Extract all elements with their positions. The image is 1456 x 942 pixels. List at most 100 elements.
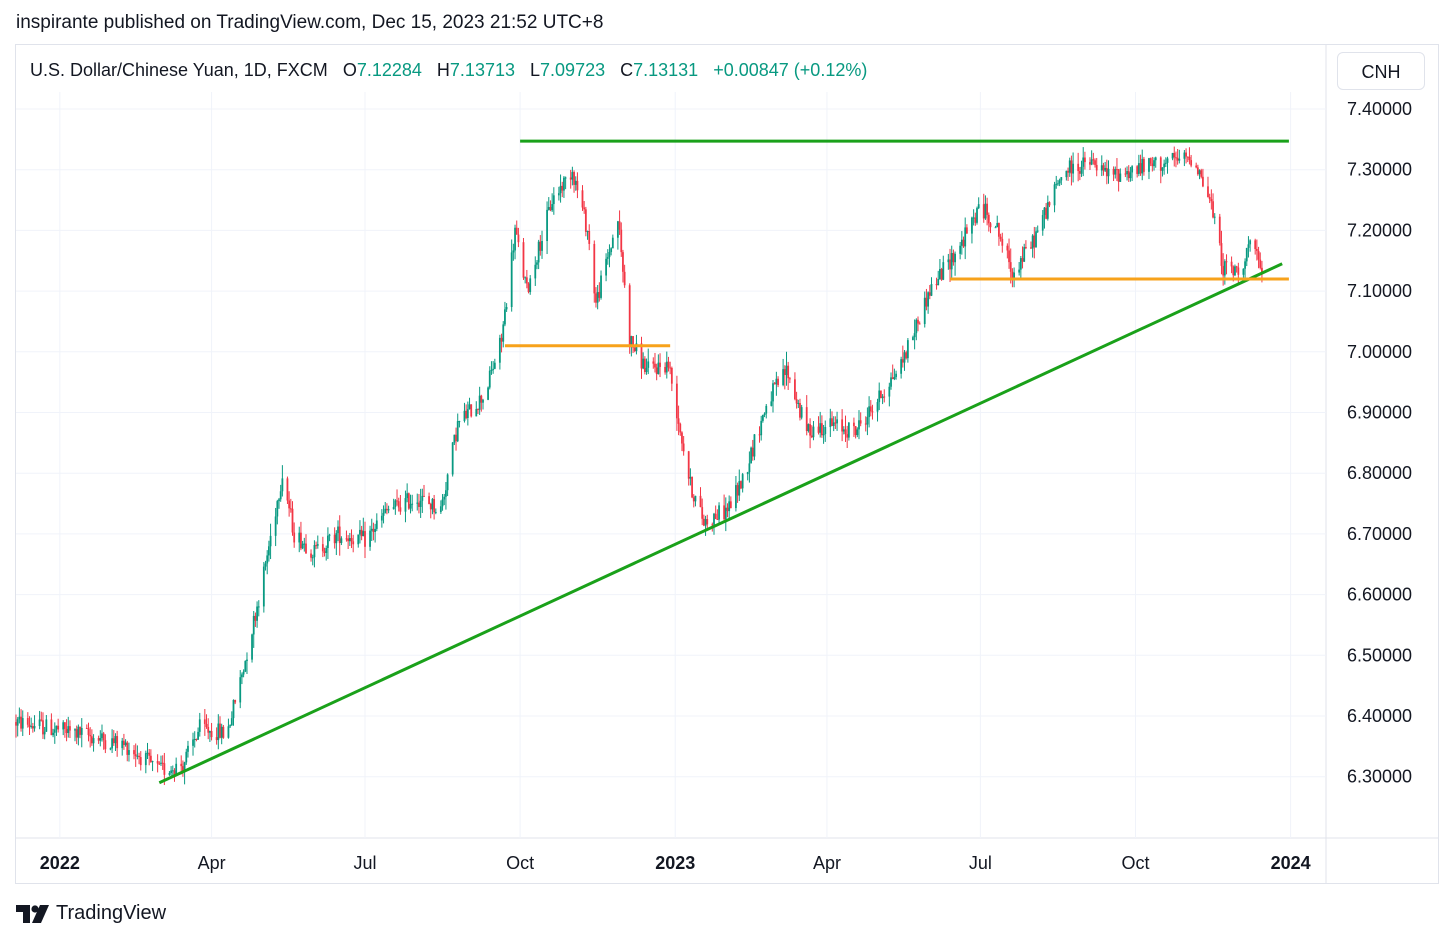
candle-body[interactable] [777,378,779,386]
candle-body[interactable] [984,203,987,219]
candle-body[interactable] [242,671,245,675]
candle-body[interactable] [1102,165,1105,171]
candle-body[interactable] [327,535,329,548]
candle-body[interactable] [972,217,975,219]
candle-body[interactable] [158,763,161,765]
candle-body[interactable] [868,406,871,418]
candle-body[interactable] [1127,171,1130,179]
drawn-line-trendline[interactable] [158,262,1283,785]
candle-body[interactable] [468,404,471,410]
candle-body[interactable] [87,728,90,736]
candle-body[interactable] [156,761,159,764]
candle-body[interactable] [40,719,43,721]
candle-body[interactable] [498,337,501,363]
candle-body[interactable] [455,434,457,442]
candle-body[interactable] [942,262,945,280]
candle-body[interactable] [912,337,914,341]
candle-body[interactable] [905,352,908,359]
candle-body[interactable] [819,423,822,433]
candle-body[interactable] [913,333,916,338]
candle-body[interactable] [954,253,956,263]
candle-body[interactable] [939,269,941,280]
candle-body[interactable] [210,731,213,738]
candle-body[interactable] [217,723,220,741]
candle-body[interactable] [406,493,409,499]
candle-body[interactable] [451,442,454,475]
candle-body[interactable] [1245,247,1248,262]
candle-body[interactable] [552,195,555,205]
candle-body[interactable] [434,512,437,514]
candle-body[interactable] [787,365,790,379]
candle-body[interactable] [987,214,990,224]
symbol-name[interactable]: U.S. Dollar/Chinese Yuan, 1D, FXCM [30,60,328,80]
candle-body[interactable] [706,519,709,525]
candle-body[interactable] [740,481,742,489]
candle-body[interactable] [1210,199,1213,202]
candle-body[interactable] [982,204,985,219]
candle-body[interactable] [761,414,764,421]
candle-body[interactable] [699,495,702,508]
candle-body[interactable] [763,413,766,415]
candle-body[interactable] [677,418,680,424]
candle-body[interactable] [547,207,550,210]
candle-body[interactable] [608,252,611,258]
candle-body[interactable] [1043,207,1046,216]
candle-body[interactable] [69,726,71,731]
candle-body[interactable] [502,324,505,342]
candle-body[interactable] [1183,152,1186,159]
candle-body[interactable] [42,720,44,735]
candle-body[interactable] [534,264,537,279]
candle-body[interactable] [522,242,525,278]
candle-body[interactable] [30,726,33,728]
candle-body[interactable] [1084,157,1086,163]
candle-body[interactable] [288,500,291,509]
candle-body[interactable] [281,478,284,492]
candle-body[interactable] [1202,176,1204,187]
candle-body[interactable] [380,515,383,521]
candle-body[interactable] [1060,177,1063,181]
candle-body[interactable] [795,399,798,404]
candle-body[interactable] [996,222,999,228]
candle-body[interactable] [962,239,965,247]
candle-body[interactable] [1195,165,1198,168]
candle-body[interactable] [446,474,449,491]
candle-body[interactable] [517,234,520,243]
candle-body[interactable] [109,748,112,750]
candle-body[interactable] [298,532,301,543]
candle-body[interactable] [853,422,855,427]
candle-body[interactable] [620,229,623,253]
candle-body[interactable] [1222,265,1225,276]
candle-body[interactable] [487,387,489,400]
candle-body[interactable] [681,432,683,444]
candle-body[interactable] [901,359,904,363]
candle-body[interactable] [525,277,528,284]
candle-body[interactable] [736,485,739,496]
candle-body[interactable] [465,410,468,419]
candle-body[interactable] [1018,269,1021,273]
candle-body[interactable] [163,763,166,775]
candle-body[interactable] [480,395,483,403]
candle-body[interactable] [989,223,992,228]
candle-body[interactable] [33,725,36,729]
candle-body[interactable] [313,545,316,558]
candle-body[interactable] [1225,261,1228,263]
candle-body[interactable] [817,426,820,433]
candle-body[interactable] [1136,166,1139,174]
candle-body[interactable] [359,529,361,535]
candle-body[interactable] [616,221,619,238]
candle-body[interactable] [864,423,867,425]
candle-body[interactable] [748,463,751,473]
candle-body[interactable] [1139,163,1142,174]
candle-body[interactable] [716,519,719,521]
candle-body[interactable] [640,343,643,369]
candle-body[interactable] [598,292,601,298]
candle-body[interactable] [404,498,407,512]
candle-body[interactable] [1235,266,1238,268]
candle-body[interactable] [581,190,584,208]
candle-body[interactable] [208,731,211,733]
candle-body[interactable] [386,508,388,511]
candle-body[interactable] [370,528,373,531]
candle-body[interactable] [1067,170,1069,173]
candle-body[interactable] [126,742,129,755]
candle-body[interactable] [691,476,693,498]
